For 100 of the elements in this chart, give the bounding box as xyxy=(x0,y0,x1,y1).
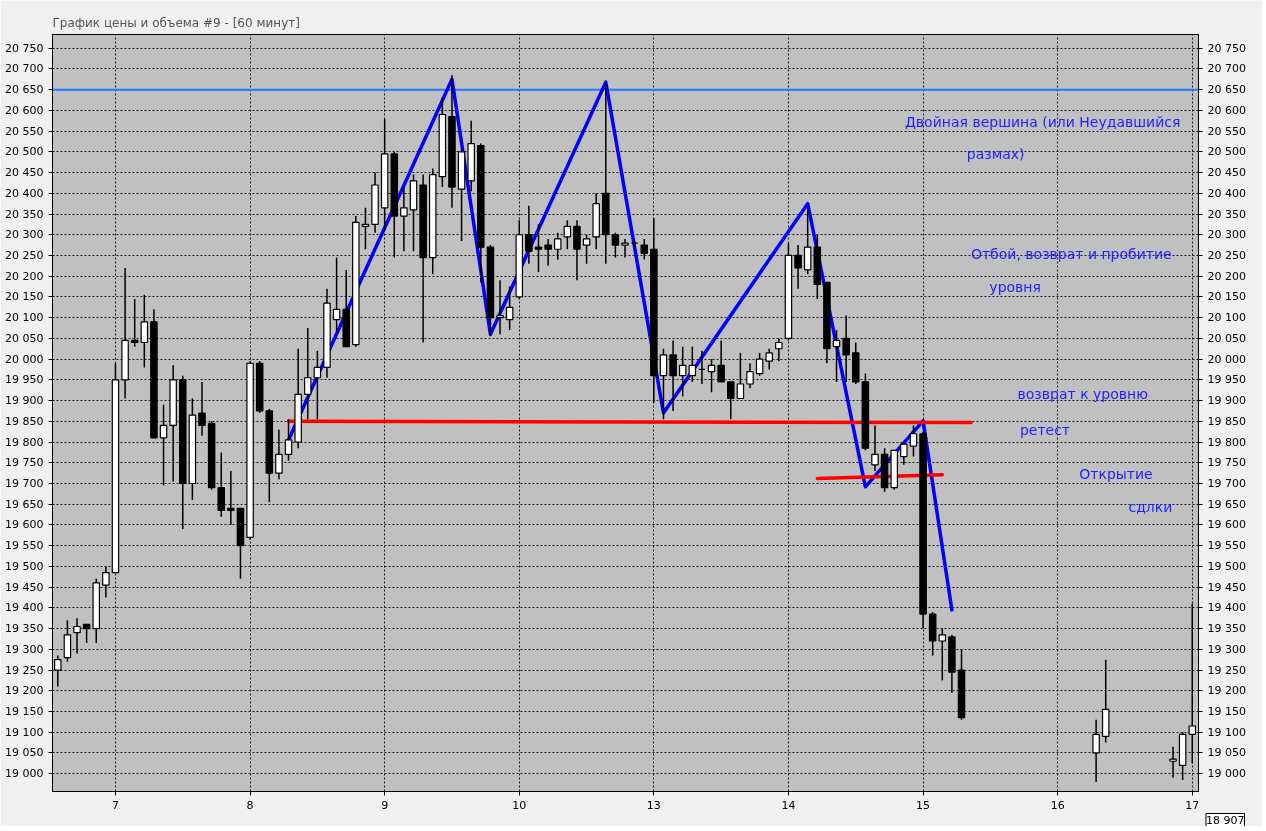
y2-tick-label: 19 900 xyxy=(1207,394,1246,408)
x-tick-label: 13 xyxy=(646,798,661,812)
candlestick xyxy=(313,350,322,420)
y2-tick-label: 20 400 xyxy=(1207,186,1246,200)
y2-tick-label: 19 350 xyxy=(1207,622,1246,636)
y-tick-label: 20 050 xyxy=(5,331,44,345)
y-tick-label: 20 150 xyxy=(5,290,44,304)
y-tick-label: 19 200 xyxy=(5,684,44,698)
y-tick-label: 19 100 xyxy=(5,725,44,739)
y2-tick-label: 19 650 xyxy=(1207,497,1246,511)
candlestick xyxy=(73,617,81,655)
candlestick xyxy=(400,186,408,253)
y2-tick-label: 20 250 xyxy=(1207,248,1246,262)
y2-tick-label: 19 700 xyxy=(1207,476,1246,490)
y2-tick-label: 20 300 xyxy=(1207,228,1246,242)
candlestick xyxy=(640,238,649,261)
candlestick xyxy=(198,381,206,437)
candlestick xyxy=(496,279,504,335)
candlestick xyxy=(63,619,72,663)
y2-tick-label: 20 200 xyxy=(1207,269,1246,283)
y2-tick-label: 20 550 xyxy=(1207,124,1246,138)
candlestick xyxy=(573,219,581,282)
candlestick xyxy=(621,238,629,259)
candlestick xyxy=(938,627,947,682)
y2-tick-label: 19 000 xyxy=(1207,767,1246,781)
y-tick-label: 20 200 xyxy=(5,269,44,283)
candlestick xyxy=(303,327,312,420)
candlestick xyxy=(284,418,293,462)
candlestick xyxy=(717,339,725,383)
candlestick xyxy=(159,403,168,487)
candlestick xyxy=(525,204,533,265)
y2-tick-label: 19 750 xyxy=(1207,456,1246,470)
y-tick-label: 19 000 xyxy=(5,767,44,781)
x-tick-label: 15 xyxy=(916,798,931,812)
y-tick-label: 19 300 xyxy=(5,642,44,656)
y-tick-label: 19 400 xyxy=(5,601,44,615)
candlestick xyxy=(842,314,850,383)
y-tick-label: 19 700 xyxy=(5,476,44,490)
candlestick xyxy=(727,381,735,420)
y-tick-label: 20 400 xyxy=(5,186,44,200)
y2-tick-label: 19 150 xyxy=(1207,704,1246,718)
y2-tick-label: 19 500 xyxy=(1207,559,1246,573)
y-tick-label: 20 700 xyxy=(5,62,44,76)
y2-tick-label: 19 950 xyxy=(1207,373,1246,387)
y-tick-label: 19 250 xyxy=(5,663,44,677)
y-tick-label: 19 750 xyxy=(5,456,44,470)
y2-tick-label: 19 450 xyxy=(1207,580,1246,594)
text: Открытие сдлки xyxy=(1079,465,1173,515)
text: 18 907 xyxy=(1206,813,1245,827)
y-tick-label: 20 750 xyxy=(5,41,44,55)
candlestick xyxy=(332,256,341,333)
y2-tick-label: 20 000 xyxy=(1207,352,1246,366)
x-tick-label: 17 xyxy=(1185,798,1200,812)
y-tick-label: 19 150 xyxy=(5,704,44,718)
candlestick xyxy=(909,424,918,458)
y-tick-label: 20 300 xyxy=(5,228,44,242)
y-tick-label: 19 950 xyxy=(5,373,44,387)
y2-tick-label: 20 100 xyxy=(1207,311,1246,325)
y2-tick-label: 20 700 xyxy=(1207,62,1246,76)
candlestick xyxy=(746,362,754,389)
y2-tick-label: 19 550 xyxy=(1207,539,1246,553)
candlestick xyxy=(102,565,110,599)
y2-tick-label: 19 850 xyxy=(1207,414,1246,428)
y-tick-label: 20 650 xyxy=(5,83,44,97)
y2-tick-label: 19 800 xyxy=(1207,435,1246,449)
y2-tick-label: 19 600 xyxy=(1207,518,1246,532)
y-tick-label: 19 350 xyxy=(5,622,44,636)
candlestick xyxy=(582,233,591,265)
y-tick-label: 19 450 xyxy=(5,580,44,594)
x-tick-label: 16 xyxy=(1050,798,1065,812)
candlestick xyxy=(736,352,745,400)
candlestick xyxy=(217,451,225,518)
y2-tick-label: 20 350 xyxy=(1207,207,1246,221)
y-tick-label: 19 650 xyxy=(5,497,44,511)
candlestick xyxy=(900,443,908,466)
text: Отбой, возврат и пробитие уровня xyxy=(970,246,1172,296)
x-tick-label: 8 xyxy=(246,798,254,812)
annotation: Двойная вершина (или Неудавшийся размах) xyxy=(904,113,1181,163)
candlestick xyxy=(553,231,562,261)
x-tick-label: 10 xyxy=(512,798,527,812)
x-tick-label: 14 xyxy=(781,798,796,812)
candlestick xyxy=(505,285,514,331)
candlestick xyxy=(563,219,572,250)
y-tick-label: 20 550 xyxy=(5,124,44,138)
y-tick-label: 19 900 xyxy=(5,394,44,408)
y2-tick-label: 20 150 xyxy=(1207,290,1246,304)
y2-tick-label: 19 050 xyxy=(1207,746,1246,760)
candlestick xyxy=(669,339,677,412)
y2-tick-label: 20 600 xyxy=(1207,103,1246,117)
y2-tick-label: 20 500 xyxy=(1207,145,1246,159)
candlestick xyxy=(275,428,283,481)
y-tick-label: 19 800 xyxy=(5,435,44,449)
candlestick xyxy=(82,623,91,644)
candlestick xyxy=(871,424,879,472)
y-tick-label: 20 100 xyxy=(5,311,44,325)
y2-tick-label: 20 050 xyxy=(1207,331,1246,345)
y-tick-label: 20 000 xyxy=(5,352,44,366)
candlestick xyxy=(534,223,543,273)
y2-tick-label: 19 250 xyxy=(1207,663,1246,677)
y-tick-label: 19 500 xyxy=(5,559,44,573)
